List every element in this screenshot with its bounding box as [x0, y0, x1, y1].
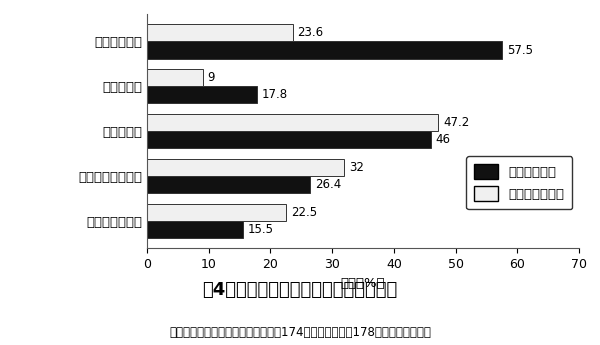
Text: 57.5: 57.5: [507, 43, 533, 57]
Text: 23.6: 23.6: [298, 27, 324, 39]
Bar: [147, 114, 438, 131]
Bar: [147, 41, 502, 59]
Text: 22.5: 22.5: [291, 206, 317, 219]
Text: 15.5: 15.5: [248, 223, 274, 236]
Text: 注：合計の農家数は、堆肥利用農家174戸、未利用農家178戸（複数回答）。: 注：合計の農家数は、堆肥利用農家174戸、未利用農家178戸（複数回答）。: [169, 326, 431, 339]
Text: 46: 46: [436, 133, 451, 146]
Bar: [147, 176, 310, 193]
Text: 図4　堆肥利用上の問題点（複数回答）: 図4 堆肥利用上の問題点（複数回答）: [202, 281, 398, 299]
Text: 26.4: 26.4: [315, 178, 341, 191]
Bar: [147, 221, 242, 238]
Bar: [147, 86, 257, 103]
Legend: 堆肥利用農家, 堆肥未利用農家: 堆肥利用農家, 堆肥未利用農家: [466, 156, 572, 209]
Text: 17.8: 17.8: [262, 88, 288, 101]
Text: 32: 32: [349, 161, 364, 174]
Bar: [147, 24, 293, 41]
Bar: [147, 204, 286, 221]
Text: 47.2: 47.2: [443, 116, 469, 129]
Bar: [147, 159, 344, 176]
Text: 9: 9: [208, 71, 215, 84]
Bar: [147, 69, 203, 86]
Bar: [147, 131, 431, 148]
X-axis label: 割合（%）: 割合（%）: [341, 277, 385, 290]
